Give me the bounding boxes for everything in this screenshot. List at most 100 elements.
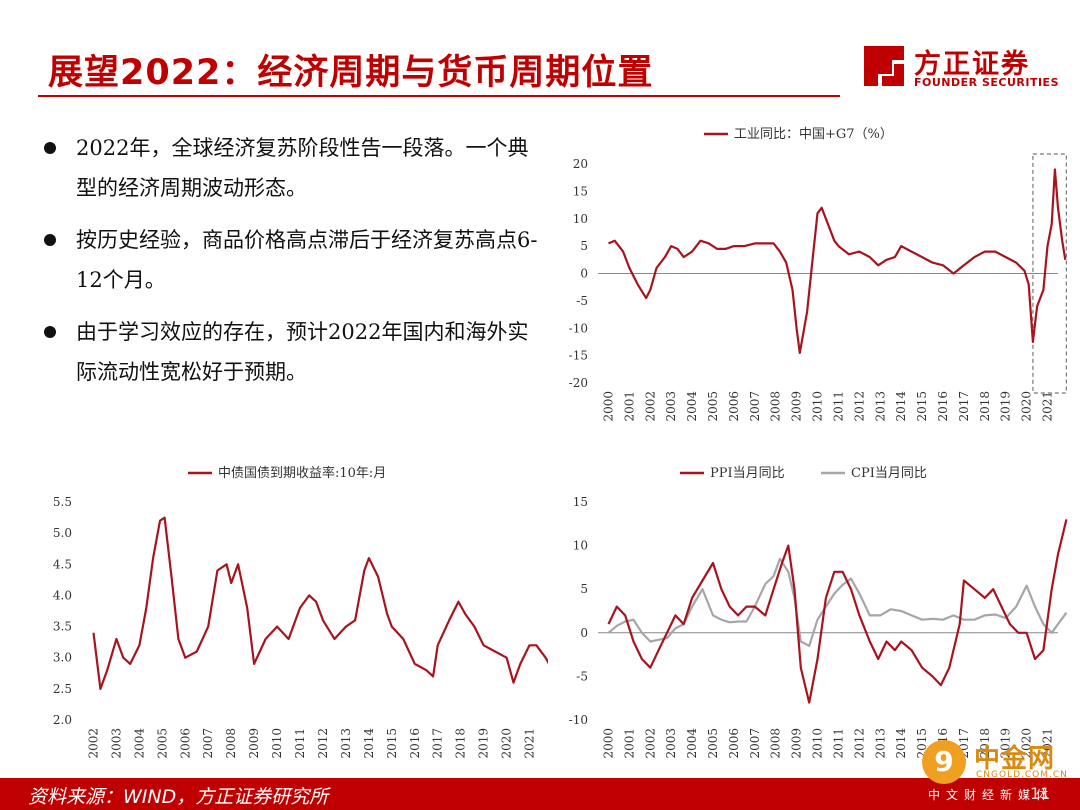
- y-tick-label: 5: [580, 582, 588, 596]
- y-tick-label: -20: [569, 376, 588, 390]
- highlight-box: [1032, 153, 1067, 394]
- x-tick-label: 2016: [408, 728, 422, 759]
- y-tick-label: 5.0: [53, 526, 72, 540]
- watermark-url: CNGOLD.COM.CN: [976, 770, 1068, 780]
- bond-yield-chart: 5.5 5.0 4.5 4.0 3.5 3.0 2.5 2.0 2002 2003 2004 2005…: [53, 465, 548, 759]
- x-tick-label: 2003: [109, 728, 123, 759]
- x-tick-label: 2004: [685, 391, 699, 422]
- x-tick-label: 2001: [622, 728, 636, 759]
- watermark: 9 中金网 CNGOLD.COM.CN 中文财经新媒体: [922, 738, 1072, 808]
- x-tick-label: 2010: [811, 728, 825, 759]
- bullet-dot-icon: [44, 326, 56, 338]
- founder-logo-icon: [864, 46, 904, 86]
- title-underline: [38, 95, 840, 97]
- x-tick-label: 2010: [811, 391, 825, 422]
- industrial-yoy-chart: 2015 10 5 0 -5 -10 -15 -20 2000 2001 2002 2003 2004 2…: [569, 127, 1067, 422]
- y-tick-label: 2.5: [53, 682, 72, 696]
- x-tick-label: 2000: [601, 728, 615, 759]
- x-tick-label: 2003: [664, 391, 678, 422]
- y-tick-label: 2.0: [53, 713, 72, 727]
- bullet-item: 2022年，全球经济复苏阶段性告一段落。一个典型的经济周期波动形态。: [38, 128, 548, 208]
- series-line: [92, 516, 548, 690]
- x-tick-label: 2016: [936, 391, 950, 422]
- y-tick-label: -5: [576, 294, 588, 308]
- y-tick-label: 0: [580, 267, 588, 281]
- x-tick-label: 2007: [748, 391, 762, 422]
- bullet-text: 按历史经验，商品价格高点滞后于经济复苏高点6-12个月。: [76, 228, 538, 292]
- y-tick-label: 15: [573, 184, 588, 198]
- x-tick-label: 2013: [873, 391, 887, 422]
- x-tick-label: 2002: [86, 728, 100, 759]
- x-tick-label: 2014: [894, 391, 908, 422]
- bullet-item: 由于学习效应的存在，预计2022年国内和海外实际流动性宽松好于预期。: [38, 312, 548, 392]
- source-note: 资料来源：WIND，方正证券研究所: [28, 786, 329, 808]
- x-tick-label: 2012: [852, 391, 866, 422]
- y-tick-label: 15: [573, 495, 588, 509]
- x-tick-label: 2007: [201, 728, 215, 759]
- x-tick-label: 2020: [1020, 728, 1034, 759]
- y-tick-label: 3.0: [53, 651, 72, 665]
- x-tick-label: 2010: [270, 728, 284, 759]
- bullet-item: 按历史经验，商品价格高点滞后于经济复苏高点6-12个月。: [38, 220, 548, 300]
- y-tick-label: -10: [569, 321, 588, 335]
- y-tick-label: -5: [576, 669, 588, 683]
- x-tick-label: 2015: [915, 391, 929, 422]
- x-tick-label: 2017: [431, 728, 445, 759]
- x-tick-label: 2018: [978, 391, 992, 422]
- x-tick-label: 2006: [727, 728, 741, 759]
- x-tick-label: 2019: [477, 728, 491, 759]
- x-tick-label: 2002: [643, 391, 657, 422]
- x-tick-label: 2006: [727, 391, 741, 422]
- y-tick-label: 10: [573, 539, 588, 553]
- series-line: [607, 519, 1068, 704]
- y-tick-label: -15: [569, 349, 588, 363]
- legend-label: PPI当月同比: [710, 466, 785, 481]
- x-tick-label: 2009: [247, 728, 261, 759]
- footer-bar: [0, 778, 1080, 810]
- brand-logo: 方正证券 FOUNDER SECURITIES: [862, 40, 1059, 94]
- logo-cn-text: 方正证券: [914, 49, 1030, 80]
- x-tick-label: 2013: [339, 728, 353, 759]
- x-tick-label: 2017: [957, 391, 971, 422]
- x-tick-label: 2008: [224, 728, 238, 759]
- x-tick-label: 2003: [664, 728, 678, 759]
- series-line: [607, 557, 1068, 647]
- x-tick-label: 2011: [293, 728, 307, 759]
- watermark-logo-char: 9: [934, 745, 954, 778]
- x-tick-label: 2005: [155, 728, 169, 759]
- x-tick-label: 2018: [978, 728, 992, 759]
- y-tick-label: 5.5: [53, 495, 72, 509]
- y-tick-label: 10: [573, 212, 588, 226]
- y-tick-label: 3.5: [53, 620, 72, 634]
- bullet-text: 2022年，全球经济复苏阶段性告一段落。一个典型的经济周期波动形态。: [76, 136, 529, 200]
- y-tick-label: 5: [580, 239, 588, 253]
- x-tick-label: 2019: [999, 728, 1013, 759]
- x-tick-label: 2004: [685, 728, 699, 759]
- x-tick-label: 2006: [178, 728, 192, 759]
- x-tick-label: 2021: [1041, 728, 1055, 759]
- x-tick-label: 2021: [1041, 391, 1055, 422]
- y-tick-label: 0: [580, 626, 588, 640]
- legend-label: 中债国债到期收益率:10年:月: [218, 465, 386, 481]
- x-tick-label: 2000: [601, 391, 615, 422]
- x-tick-label: 2012: [852, 728, 866, 759]
- x-tick-label: 2008: [769, 728, 783, 759]
- bullet-dot-icon: [44, 234, 56, 246]
- y-tick-label: -10: [569, 713, 588, 727]
- x-tick-label: 2015: [385, 728, 399, 759]
- x-tick-label: 2009: [790, 728, 804, 759]
- logo-en-text: FOUNDER SECURITIES: [914, 76, 1059, 89]
- legend-label: 工业同比：中国+G7（%）: [734, 127, 893, 142]
- x-tick-label: 2001: [622, 391, 636, 422]
- bullet-text: 由于学习效应的存在，预计2022年国内和海外实际流动性宽松好于预期。: [76, 320, 529, 384]
- x-tick-label: 2014: [894, 728, 908, 759]
- x-tick-label: 2011: [831, 728, 845, 759]
- x-tick-label: 2020: [500, 728, 514, 759]
- x-tick-label: 2008: [769, 391, 783, 422]
- ppi-cpi-chart: 15 10 5 0 -5 -10 2000 2001 2002 2003 2004 2005 2006 2…: [569, 466, 1068, 759]
- legend-label: CPI当月同比: [851, 466, 927, 481]
- x-tick-label: 2019: [999, 391, 1013, 422]
- watermark-tagline: 中文财经新媒体: [928, 788, 1055, 802]
- x-tick-label: 2018: [454, 728, 468, 759]
- watermark-logo-icon: 9: [922, 740, 966, 784]
